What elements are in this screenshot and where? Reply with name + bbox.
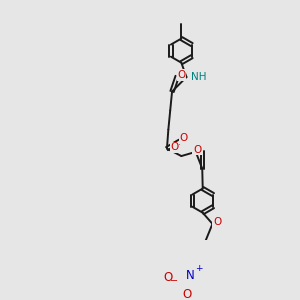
Text: O: O — [164, 271, 173, 284]
Text: +: + — [195, 264, 202, 273]
Text: NH: NH — [190, 72, 206, 82]
Text: −: − — [170, 276, 178, 286]
Text: O: O — [179, 134, 188, 143]
Text: O: O — [170, 142, 178, 152]
Text: O: O — [213, 218, 221, 227]
Text: O: O — [193, 145, 201, 155]
Text: O: O — [182, 288, 192, 300]
Text: N: N — [186, 269, 195, 282]
Text: O: O — [177, 70, 185, 80]
